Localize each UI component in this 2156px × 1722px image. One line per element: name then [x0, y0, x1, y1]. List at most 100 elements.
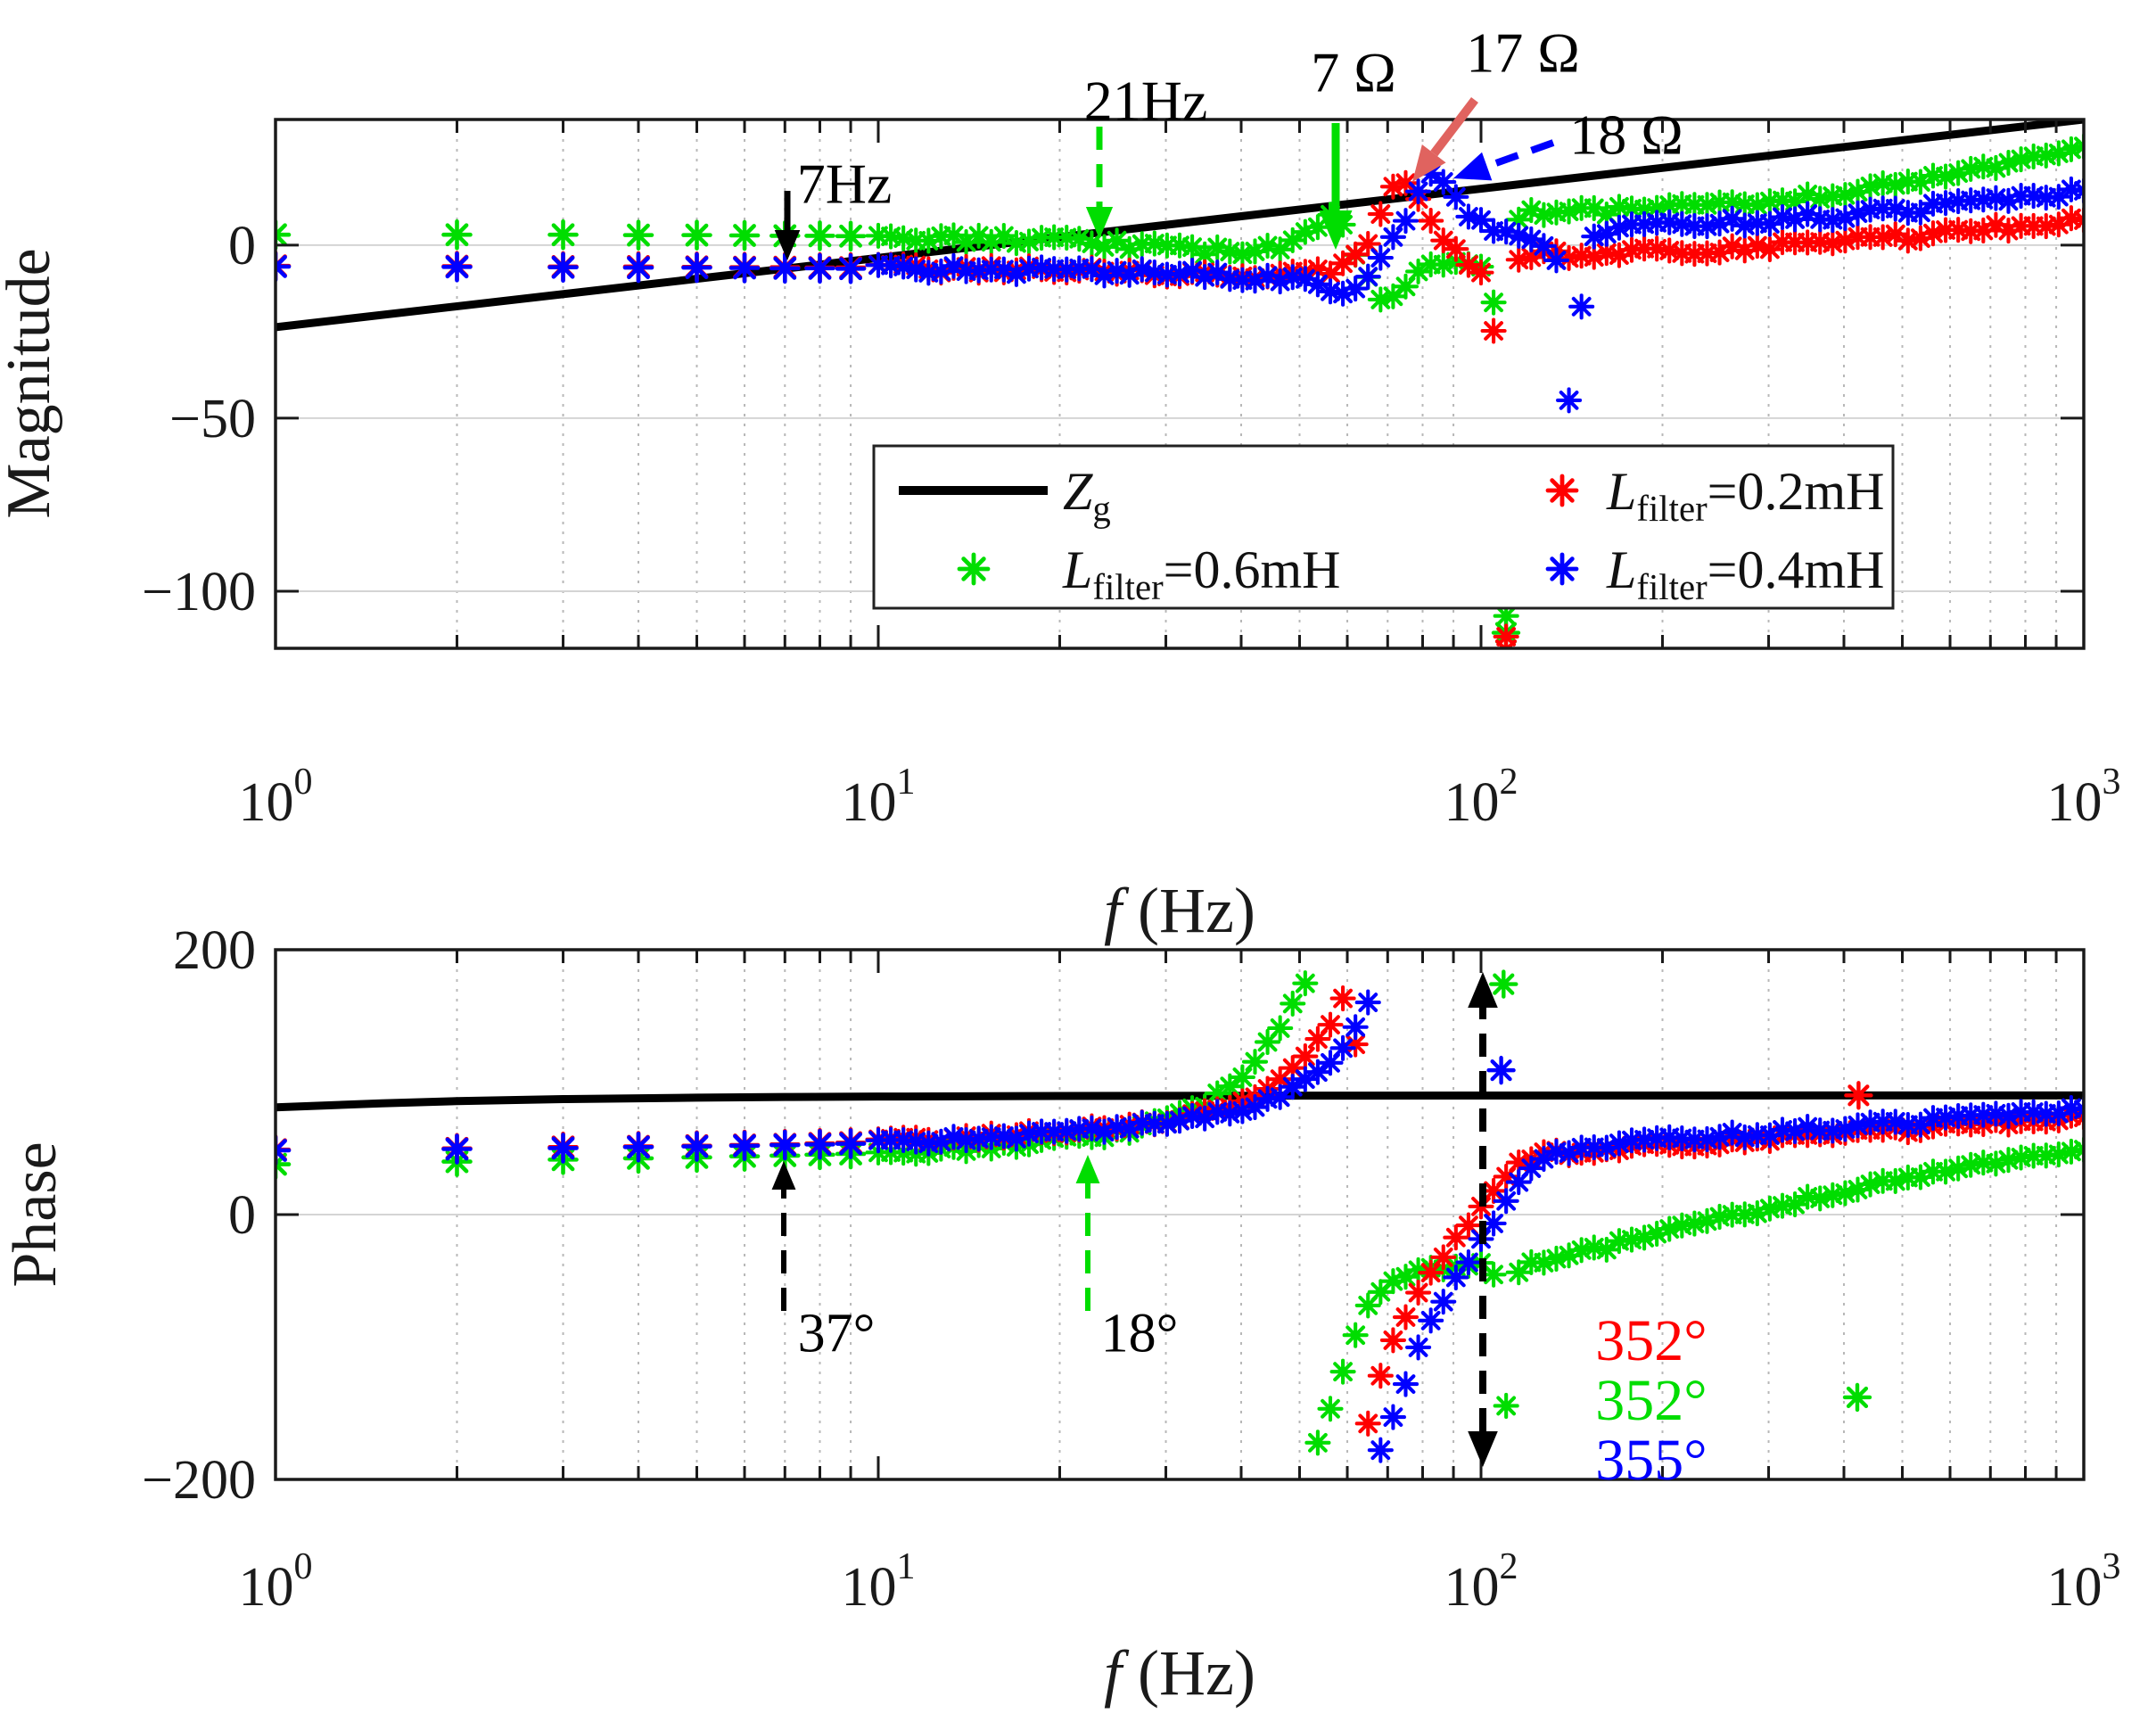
scatter-marker — [1104, 258, 1131, 284]
scatter-marker — [1280, 264, 1306, 291]
scatter-marker — [1581, 1234, 1608, 1261]
scatter-marker — [1104, 1114, 1131, 1141]
scatter-marker — [1693, 1207, 1721, 1234]
scatter-marker — [622, 1131, 654, 1163]
scatter-marker — [1707, 1124, 1733, 1150]
scatter-marker — [728, 1130, 761, 1162]
scatter-marker — [1668, 1212, 1695, 1239]
scatter-marker — [1166, 260, 1193, 287]
scatter-marker — [1204, 260, 1230, 286]
scatter-marker — [1480, 1261, 1507, 1288]
scatter-marker — [1530, 1249, 1557, 1276]
scatter-marker — [1179, 1102, 1206, 1130]
scatter-marker — [1995, 218, 2022, 244]
scatter-marker — [1882, 171, 1909, 198]
x-tick-label: 101 — [842, 1546, 916, 1618]
scatter-marker — [1907, 169, 1934, 195]
scatter-marker — [1493, 1163, 1519, 1191]
scatter-marker — [1216, 1100, 1243, 1127]
scatter-marker — [1844, 178, 1872, 205]
scatter-marker — [441, 1133, 473, 1165]
scatter-marker — [1857, 173, 1884, 200]
scatter-marker — [1480, 317, 1507, 344]
scatter-marker — [1982, 185, 2009, 211]
phase-plot: 100 101 102 103 200 0 −200 Phase f (Hz) 37° 18° 352… — [1, 920, 2121, 1709]
scatter-marker — [1003, 230, 1030, 257]
scatter-marker — [1304, 256, 1331, 283]
scatter-marker — [1354, 1292, 1381, 1319]
scatter-marker — [1480, 289, 1507, 316]
scatter-marker — [835, 252, 867, 284]
scatter-marker — [1204, 234, 1230, 261]
scatter-marker — [1329, 250, 1356, 276]
scatter-marker — [769, 1129, 801, 1161]
scatter-marker — [1405, 258, 1432, 284]
scatter-marker — [1995, 1102, 2022, 1129]
scatter-marker — [1606, 1130, 1633, 1157]
magnitude-ylabel: Magnitude — [0, 248, 63, 518]
scatter-marker — [2045, 1100, 2072, 1127]
scatter-marker — [1418, 1259, 1444, 1286]
scatter-marker — [1455, 251, 1482, 278]
scatter-marker — [1405, 1256, 1432, 1283]
scatter-marker — [1870, 224, 1897, 251]
annotation-arrow-head — [1319, 210, 1353, 250]
scatter-marker — [1744, 192, 1771, 218]
y-tick-label: 0 — [228, 216, 256, 276]
scatter-marker — [1090, 1118, 1118, 1145]
scatter-marker — [1907, 199, 1934, 226]
scatter-marker — [1757, 210, 1783, 237]
scatter-marker — [1280, 227, 1306, 253]
scatter-marker — [1480, 1177, 1507, 1205]
magnitude-series — [276, 119, 2084, 648]
scatter-marker — [1757, 1195, 1783, 1222]
scatter-marker — [1907, 1111, 1934, 1138]
scatter-marker — [2058, 205, 2084, 232]
x-tick-label: 100 — [239, 1546, 313, 1618]
scatter-marker — [1505, 246, 1532, 273]
scatter-marker — [1782, 1117, 1808, 1144]
series-Lfilter-0.6mH — [276, 969, 2084, 1456]
scatter-marker — [1191, 241, 1218, 268]
scatter-marker — [1606, 194, 1633, 220]
scatter-marker — [1932, 190, 1959, 217]
scatter-marker — [1379, 1404, 1406, 1430]
scatter-marker — [1367, 1279, 1394, 1306]
scatter-marker — [1379, 173, 1406, 200]
scatter-marker — [1078, 1115, 1105, 1141]
scatter-marker — [1329, 1358, 1356, 1385]
scatter-marker — [1367, 1363, 1394, 1389]
scatter-marker — [927, 1128, 954, 1155]
scatter-marker — [940, 252, 967, 279]
scatter-marker — [1166, 232, 1193, 259]
scatter-marker — [1568, 1237, 1595, 1264]
scatter-marker — [1681, 1210, 1708, 1237]
scatter-marker — [1995, 1147, 2022, 1174]
scatter-marker — [1317, 1396, 1344, 1422]
scatter-marker — [1443, 1224, 1469, 1251]
scatter-marker — [1317, 278, 1344, 305]
annotation-arrow-head — [1075, 1155, 1100, 1183]
scatter-marker — [1367, 286, 1394, 313]
series-Zg — [276, 119, 2084, 332]
scatter-marker — [1907, 1164, 1934, 1191]
scatter-marker — [1769, 1116, 1796, 1143]
scatter-marker — [1191, 1105, 1218, 1132]
scatter-marker — [1982, 1100, 2009, 1127]
annotation-text: 17 Ω — [1466, 21, 1580, 84]
scatter-marker — [1443, 235, 1469, 262]
scatter-marker — [1141, 260, 1168, 286]
scatter-marker — [1656, 237, 1683, 264]
scatter-marker — [1379, 1268, 1406, 1295]
scatter-marker — [1794, 1114, 1821, 1141]
scatter-marker — [1907, 225, 1934, 251]
scatter-marker — [1280, 1055, 1306, 1082]
scatter-marker — [1255, 1085, 1281, 1112]
line-Zg — [276, 1091, 2084, 1112]
scatter-marker — [1443, 1264, 1469, 1291]
scatter-marker — [1116, 261, 1143, 288]
annotation-text: 37° — [798, 1304, 876, 1364]
scatter-marker — [1216, 1073, 1243, 1100]
scatter-marker — [1317, 1050, 1344, 1076]
y-tick-label: −100 — [142, 562, 256, 622]
